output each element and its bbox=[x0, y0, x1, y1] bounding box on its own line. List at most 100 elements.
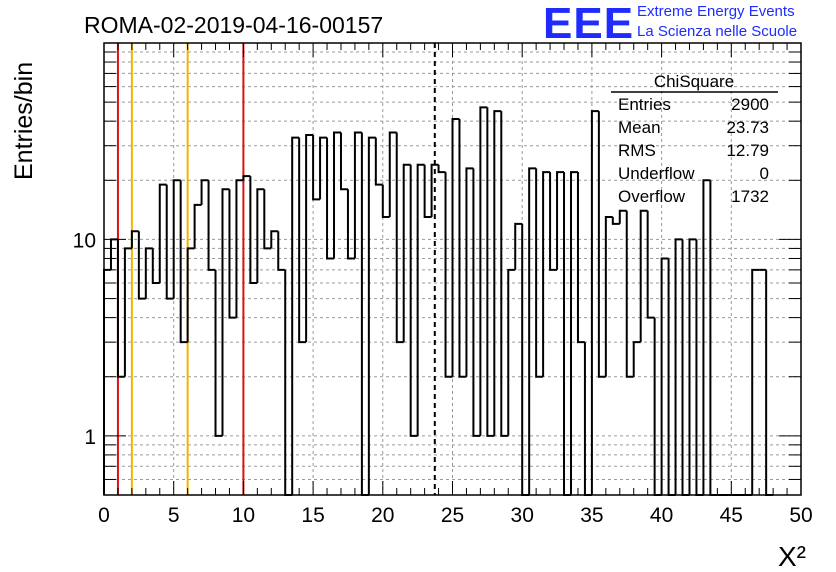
marker-lines bbox=[116, 43, 436, 495]
y-tick-labels: 1 10 bbox=[73, 229, 96, 448]
histogram-bin bbox=[144, 247, 153, 299]
histogram-bin bbox=[604, 216, 613, 377]
histogram-bin bbox=[709, 180, 718, 496]
histogram-bin bbox=[702, 179, 711, 495]
histogram-bin bbox=[388, 131, 397, 218]
histogram-bin bbox=[500, 111, 509, 437]
histogram-bin bbox=[298, 137, 307, 344]
histogram-bin bbox=[576, 172, 585, 344]
histogram-bin bbox=[625, 210, 634, 378]
histogram-bin bbox=[660, 257, 669, 495]
histogram-bin bbox=[416, 163, 425, 436]
histogram-bin bbox=[326, 137, 335, 260]
histogram-bin bbox=[639, 209, 648, 343]
histogram-bin bbox=[360, 132, 369, 496]
histogram-bin bbox=[374, 137, 383, 186]
histogram-bin bbox=[305, 134, 314, 343]
eee-logo: EEE bbox=[543, 0, 635, 48]
x-tick-label: 15 bbox=[301, 504, 324, 527]
x-tick-label: 20 bbox=[371, 504, 394, 527]
histogram-bin bbox=[242, 175, 251, 181]
histogram-bin bbox=[381, 184, 390, 219]
run-title: ROMA-02-2019-04-16-00157 bbox=[84, 12, 384, 38]
histogram-bin bbox=[674, 238, 683, 495]
histogram-bin bbox=[611, 217, 620, 225]
stats-label: Mean bbox=[618, 118, 661, 137]
histogram-bin bbox=[172, 179, 181, 299]
histogram-bin bbox=[486, 107, 495, 437]
histogram-bin bbox=[123, 247, 132, 377]
histogram-bin bbox=[535, 168, 544, 378]
histogram-bin bbox=[563, 172, 571, 496]
x-axis-label: X² bbox=[778, 541, 806, 572]
x-tick-label: 50 bbox=[789, 504, 812, 527]
x-tick-labels: 0 5 10 15 20 25 30 35 40 45 50 bbox=[98, 504, 813, 527]
histogram-bin bbox=[528, 167, 537, 495]
histogram-bin bbox=[402, 163, 411, 343]
histogram-bin bbox=[228, 189, 237, 319]
histogram-bin bbox=[465, 167, 474, 377]
histogram-bin bbox=[339, 132, 348, 191]
histogram-bin bbox=[521, 223, 530, 496]
stats-label: Underflow bbox=[618, 164, 695, 183]
histogram-bin bbox=[256, 188, 265, 284]
histogram-bin bbox=[409, 164, 418, 437]
histogram-bin bbox=[618, 209, 627, 224]
histogram-bin bbox=[653, 317, 662, 496]
histogram-bin bbox=[583, 342, 592, 496]
histogram-bin bbox=[765, 269, 774, 496]
histogram-bin bbox=[688, 238, 697, 495]
histogram-bin bbox=[681, 239, 690, 496]
x-tick-label: 45 bbox=[720, 504, 743, 527]
histogram-bin bbox=[437, 164, 446, 174]
histogram-bin bbox=[291, 136, 300, 495]
stats-value: 1732 bbox=[731, 187, 769, 206]
stats-label: Overflow bbox=[618, 187, 686, 206]
histogram-bin bbox=[590, 110, 599, 495]
histogram-bin bbox=[109, 238, 118, 270]
histogram-bin bbox=[116, 239, 125, 378]
histogram-bin bbox=[367, 136, 376, 495]
histogram-bin bbox=[430, 163, 439, 218]
histogram-bin bbox=[597, 111, 606, 378]
x-tick-label: 10 bbox=[232, 504, 255, 527]
histogram-bin bbox=[444, 172, 453, 378]
histogram-bin bbox=[493, 110, 502, 436]
histogram-bin bbox=[200, 179, 209, 205]
logo-line-2: La Scienza nelle Scuole bbox=[637, 23, 798, 40]
histogram-bin bbox=[319, 136, 328, 200]
histogram-bin bbox=[270, 230, 279, 249]
y-axis-label: Entries/bin bbox=[10, 62, 38, 180]
histogram-bin bbox=[235, 179, 244, 318]
histogram-bin bbox=[103, 268, 111, 495]
histogram-bin bbox=[569, 171, 578, 495]
histogram-bin bbox=[695, 239, 704, 496]
x-tick-label: 5 bbox=[168, 504, 180, 527]
histogram-bin bbox=[346, 189, 355, 260]
stats-value: 23.73 bbox=[726, 118, 769, 137]
histogram-bin bbox=[451, 118, 460, 377]
histogram-bin bbox=[207, 180, 216, 271]
stats-value: 12.79 bbox=[726, 141, 769, 160]
stats-value: 2900 bbox=[731, 95, 769, 114]
histogram-bin bbox=[333, 131, 341, 259]
histogram-bin bbox=[284, 269, 293, 496]
x-tick-label: 30 bbox=[511, 504, 534, 527]
stats-label: Entries bbox=[618, 95, 671, 114]
x-tick-label: 40 bbox=[650, 504, 673, 527]
histogram-bin bbox=[646, 210, 655, 319]
y-tick-label: 10 bbox=[73, 229, 96, 252]
histogram-bin bbox=[632, 341, 641, 377]
x-tick-label: 0 bbox=[98, 504, 110, 527]
histogram-bin bbox=[549, 172, 558, 271]
histogram-bin bbox=[137, 231, 146, 300]
histogram-bin bbox=[186, 247, 195, 343]
histogram-bin bbox=[751, 268, 760, 495]
x-tick-label: 35 bbox=[580, 504, 603, 527]
histogram-bin bbox=[542, 171, 551, 377]
histogram-bin bbox=[472, 168, 481, 437]
histogram-bin bbox=[221, 188, 230, 436]
stats-value: 0 bbox=[760, 164, 769, 183]
histogram-bin bbox=[556, 171, 565, 270]
